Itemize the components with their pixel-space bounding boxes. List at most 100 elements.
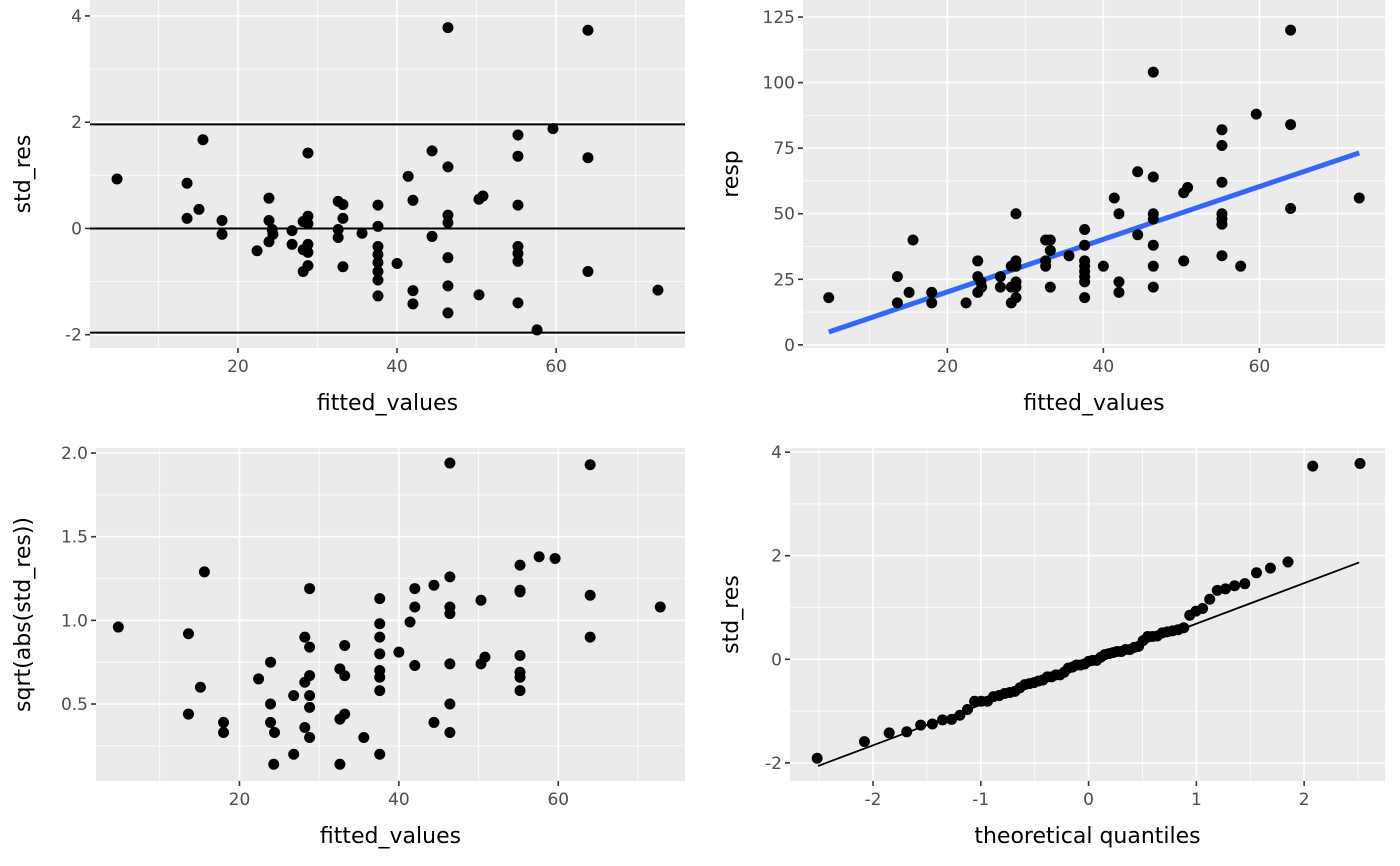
data-point xyxy=(1216,176,1228,188)
data-point xyxy=(1147,239,1159,251)
data-point xyxy=(1079,276,1091,288)
x-tick-label: -2 xyxy=(865,790,882,810)
data-point xyxy=(374,665,386,677)
y-tick-label: -2 xyxy=(765,754,782,774)
data-point xyxy=(193,203,205,215)
data-point xyxy=(1285,24,1297,36)
data-point xyxy=(533,551,545,563)
data-point xyxy=(1229,580,1241,592)
data-point xyxy=(182,708,194,720)
data-point xyxy=(372,241,384,253)
data-point xyxy=(514,666,526,678)
x-tick-label: 20 xyxy=(229,790,251,810)
data-point xyxy=(358,731,370,743)
data-point xyxy=(907,234,919,246)
y-axis-title: resp xyxy=(719,150,744,198)
data-point xyxy=(391,258,403,270)
data-point xyxy=(915,719,927,731)
data-point xyxy=(1147,281,1159,293)
y-tick-label: 0 xyxy=(71,219,82,239)
data-point xyxy=(372,274,384,286)
x-axis-title: fitted_values xyxy=(320,824,461,849)
data-point xyxy=(198,566,210,578)
data-point xyxy=(901,726,913,738)
data-point xyxy=(444,457,456,469)
data-point xyxy=(1204,593,1216,605)
data-point xyxy=(994,281,1006,293)
data-point xyxy=(1264,562,1276,574)
data-point xyxy=(1250,108,1262,120)
data-point xyxy=(512,129,524,141)
data-point xyxy=(512,199,524,211)
y-tick-label: 1.0 xyxy=(61,611,88,631)
data-point xyxy=(891,297,903,309)
data-point xyxy=(444,726,456,738)
data-point xyxy=(372,199,384,211)
data-point xyxy=(1307,460,1319,472)
data-point xyxy=(263,192,275,204)
data-point xyxy=(994,271,1006,283)
x-axis-title: fitted_values xyxy=(317,391,458,416)
data-point xyxy=(582,24,594,36)
x-tick-label: -1 xyxy=(972,790,989,810)
y-tick-label: 0.5 xyxy=(61,695,88,715)
data-point xyxy=(304,670,316,682)
plot-background xyxy=(96,448,685,781)
y-tick-label: 125 xyxy=(763,8,795,28)
x-tick-label: 2 xyxy=(1299,790,1310,810)
y-tick-label: 4 xyxy=(771,443,782,463)
data-point xyxy=(444,608,456,620)
data-point xyxy=(477,190,489,202)
x-tick-label: 60 xyxy=(547,790,569,810)
data-point xyxy=(286,238,298,250)
data-point xyxy=(265,698,277,710)
x-axis-title: theoretical quantiles xyxy=(974,824,1200,849)
data-point xyxy=(926,718,938,730)
data-point xyxy=(304,690,316,702)
data-point xyxy=(337,212,349,224)
data-point xyxy=(407,298,419,310)
y-tick-label: 0 xyxy=(784,336,795,356)
data-point xyxy=(823,292,835,304)
data-point xyxy=(883,727,895,739)
data-point xyxy=(1250,567,1262,579)
data-point xyxy=(194,681,206,693)
plot-background xyxy=(803,0,1385,348)
data-point xyxy=(444,658,456,670)
data-point xyxy=(374,593,386,605)
y-axis-title: std_res xyxy=(719,575,744,654)
data-point xyxy=(374,685,386,697)
data-point xyxy=(339,639,351,651)
data-point xyxy=(218,716,230,728)
y-tick-label: 1.5 xyxy=(61,528,88,548)
x-tick-label: 1 xyxy=(1191,790,1202,810)
data-point xyxy=(1063,250,1075,262)
panel-scale-location: 20 40 60 0.5 1.0 1.5 2.0 fitted_values sqrt(abs(… xyxy=(11,444,685,849)
plot-background xyxy=(90,0,685,348)
data-point xyxy=(428,716,440,728)
data-point xyxy=(444,571,456,583)
plot-background xyxy=(790,448,1385,781)
data-point xyxy=(334,758,346,770)
data-point xyxy=(263,236,275,248)
data-point xyxy=(1147,260,1159,272)
data-point xyxy=(937,714,949,726)
data-point xyxy=(402,170,414,182)
y-tick-label: 25 xyxy=(773,270,795,290)
data-point xyxy=(407,194,419,206)
x-tick-label: 40 xyxy=(388,790,410,810)
data-point xyxy=(302,218,314,230)
data-point xyxy=(1040,260,1052,272)
data-point xyxy=(181,177,193,189)
data-point xyxy=(111,173,123,185)
data-point xyxy=(1132,229,1144,241)
regression-line xyxy=(827,150,1361,335)
data-point xyxy=(251,245,263,257)
data-point xyxy=(1044,244,1056,256)
data-point xyxy=(372,290,384,302)
data-point xyxy=(334,713,346,725)
data-point xyxy=(584,631,596,643)
data-point xyxy=(1113,276,1125,288)
data-point xyxy=(858,736,870,748)
